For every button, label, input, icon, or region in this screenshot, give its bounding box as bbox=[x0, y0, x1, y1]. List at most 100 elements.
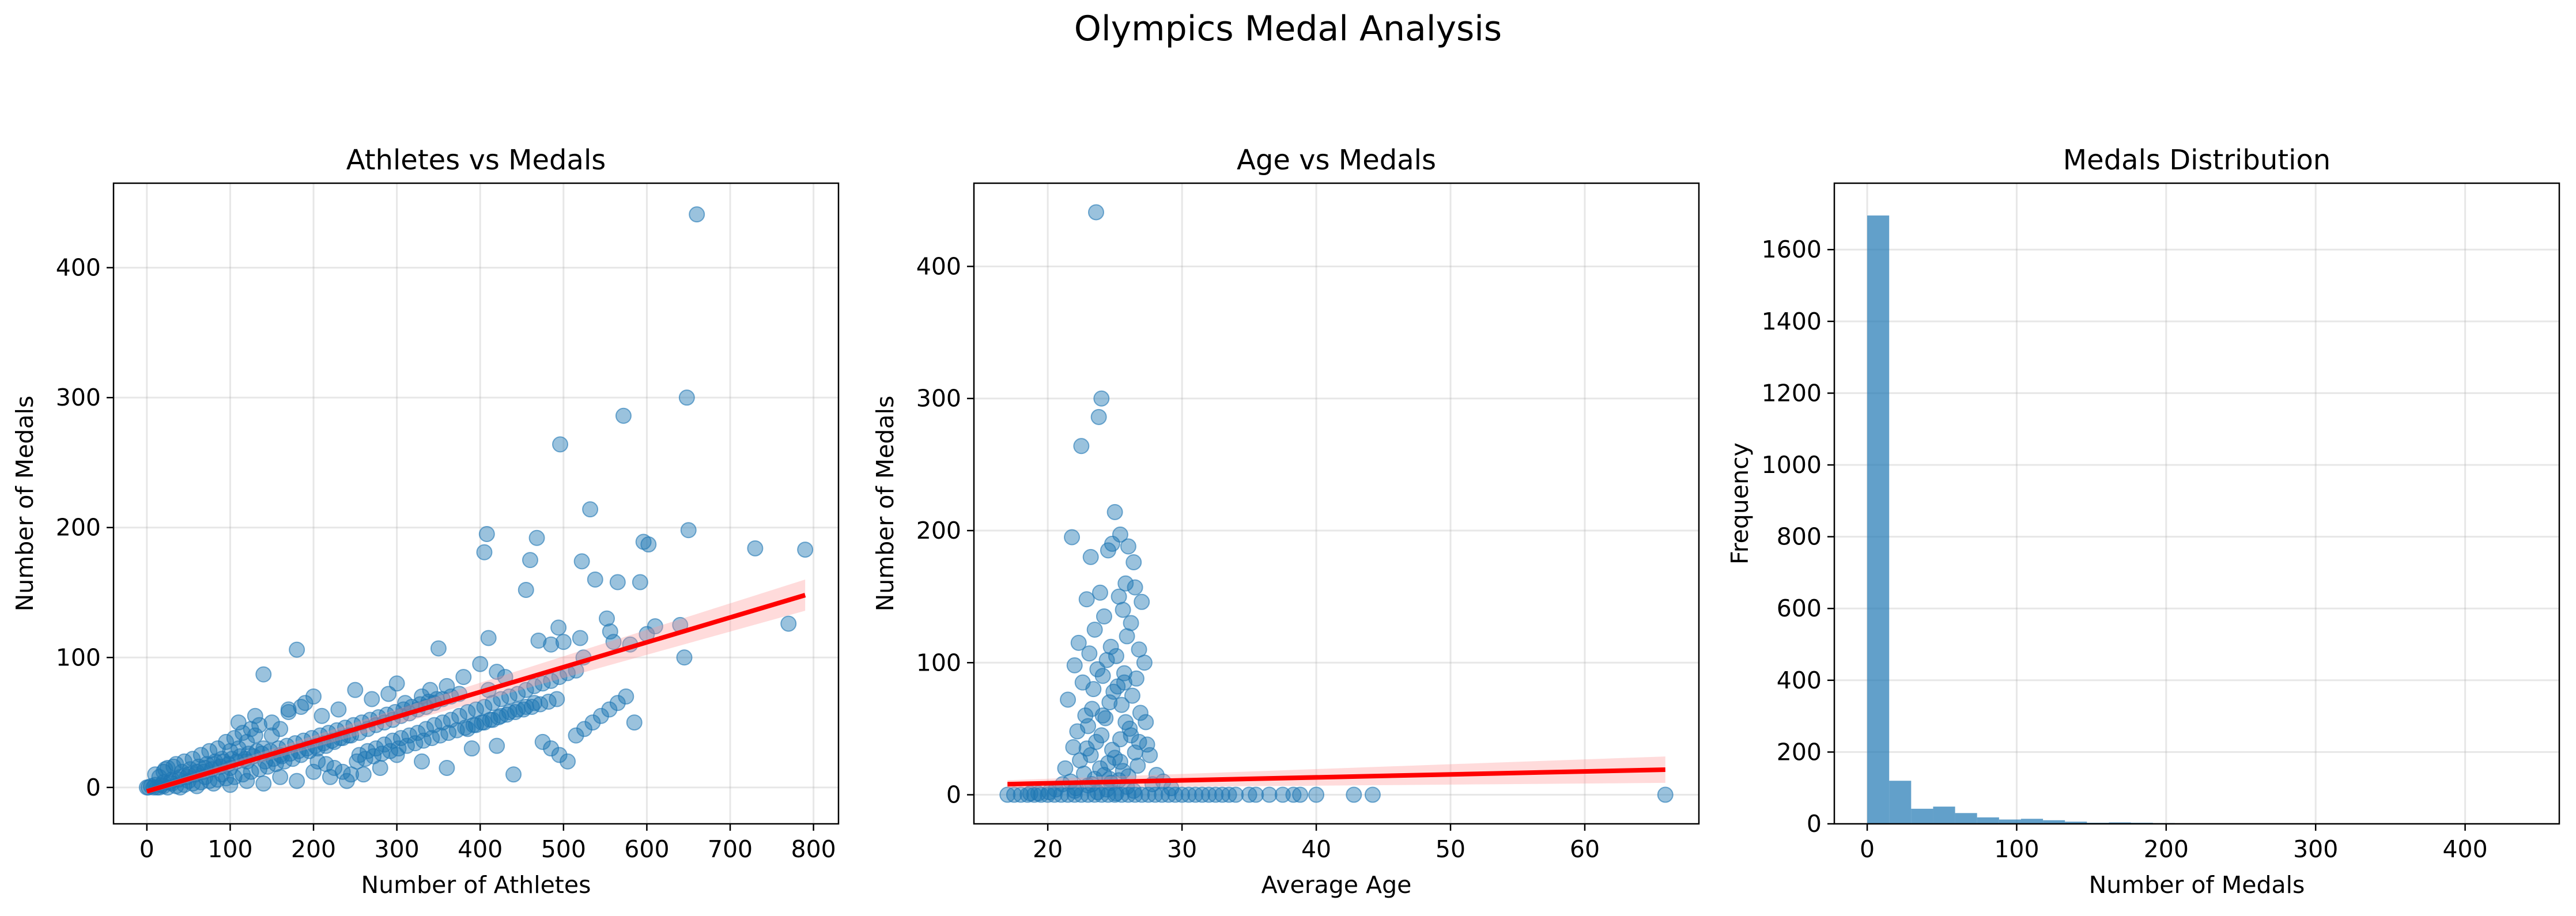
y-tick-label: 400 bbox=[916, 252, 961, 280]
data-point bbox=[1090, 408, 1107, 425]
data-point bbox=[230, 714, 247, 731]
data-point bbox=[1117, 575, 1134, 592]
data-point bbox=[251, 717, 268, 733]
data-point bbox=[1119, 628, 1135, 645]
axes-frame bbox=[112, 182, 840, 825]
histogram-bar bbox=[1977, 817, 1999, 824]
data-point bbox=[602, 623, 618, 640]
data-point bbox=[552, 436, 569, 453]
data-point bbox=[364, 691, 380, 707]
x-tick-label: 500 bbox=[541, 835, 586, 863]
data-point bbox=[289, 773, 305, 789]
data-point bbox=[568, 727, 584, 744]
data-point bbox=[1064, 529, 1081, 546]
data-point bbox=[1134, 593, 1150, 610]
data-point bbox=[609, 695, 626, 711]
data-point bbox=[305, 688, 322, 705]
data-point bbox=[280, 701, 297, 718]
data-point bbox=[676, 649, 693, 666]
x-tick-label: 300 bbox=[374, 835, 419, 863]
data-point bbox=[439, 760, 455, 777]
data-point bbox=[1060, 691, 1077, 708]
histogram-bar bbox=[1933, 807, 1955, 824]
data-point bbox=[1094, 707, 1111, 724]
data-point bbox=[1106, 504, 1123, 520]
data-point bbox=[543, 636, 560, 653]
y-tick-label: 1000 bbox=[1762, 451, 1822, 479]
y-tick-label: 0 bbox=[946, 781, 961, 809]
data-point bbox=[326, 760, 343, 777]
data-point bbox=[1106, 786, 1123, 803]
data-point bbox=[1657, 786, 1674, 803]
data-point bbox=[1227, 786, 1244, 803]
data-point bbox=[455, 669, 472, 686]
data-point bbox=[330, 701, 347, 718]
y-axis-label: Frequency bbox=[1726, 442, 1754, 565]
data-point bbox=[272, 769, 289, 785]
data-point bbox=[222, 777, 239, 793]
histogram-bar bbox=[2065, 822, 2087, 824]
data-point bbox=[599, 610, 615, 627]
data-point bbox=[522, 552, 538, 569]
data-point bbox=[1100, 542, 1116, 559]
data-point bbox=[430, 640, 447, 657]
histogram-bar bbox=[1955, 813, 1977, 824]
y-tick-label: 200 bbox=[916, 517, 961, 544]
data-point bbox=[1200, 786, 1217, 803]
medals-distribution-panel: 0 100 200 300 400 0 200 400 600 800 1000 1200 1400 16… bbox=[1726, 144, 2560, 899]
data-point bbox=[239, 773, 255, 789]
y-tick-label: 1600 bbox=[1762, 236, 1822, 263]
data-point bbox=[640, 536, 657, 553]
data-point bbox=[1100, 755, 1116, 771]
data-point bbox=[218, 733, 235, 750]
data-point bbox=[247, 707, 263, 724]
x-tick-label: 300 bbox=[2293, 835, 2338, 863]
data-point bbox=[305, 763, 322, 780]
data-point bbox=[1138, 714, 1154, 730]
data-point bbox=[347, 682, 364, 698]
data-point bbox=[1261, 786, 1278, 803]
data-point bbox=[1241, 786, 1257, 803]
data-point bbox=[1078, 740, 1095, 757]
data-point bbox=[1096, 608, 1112, 625]
data-point bbox=[797, 542, 814, 558]
data-point bbox=[297, 695, 313, 711]
data-point bbox=[1097, 710, 1114, 726]
data-point bbox=[263, 727, 280, 744]
x-tick-label: 600 bbox=[624, 835, 669, 863]
data-point bbox=[484, 695, 501, 711]
data-point bbox=[1127, 579, 1143, 596]
x-tick-label: 60 bbox=[1570, 835, 1600, 863]
age-vs-medals-panel: 20 30 40 50 60 0 100 200 300 400 Age vs Medals Aver… bbox=[871, 144, 1700, 899]
data-point bbox=[1112, 754, 1128, 770]
x-tick-label: 400 bbox=[2442, 835, 2487, 863]
data-point bbox=[1091, 584, 1108, 601]
data-point bbox=[505, 766, 522, 783]
data-point bbox=[165, 758, 182, 775]
data-point bbox=[1123, 727, 1139, 744]
data-point bbox=[1346, 786, 1362, 803]
data-point bbox=[615, 407, 632, 424]
regression-line bbox=[1007, 767, 1665, 787]
data-point bbox=[1308, 786, 1325, 803]
data-point bbox=[555, 634, 572, 650]
data-point bbox=[1136, 654, 1153, 671]
data-point bbox=[1113, 697, 1130, 713]
data-point bbox=[478, 526, 495, 543]
data-point bbox=[463, 740, 480, 757]
x-axis-label: Average Age bbox=[1261, 871, 1412, 899]
x-tick-label: 40 bbox=[1301, 835, 1331, 863]
data-point bbox=[587, 571, 603, 588]
data-point bbox=[1180, 786, 1197, 803]
data-point bbox=[1069, 723, 1086, 740]
x-tick-label: 100 bbox=[207, 835, 252, 863]
data-point bbox=[550, 619, 567, 636]
data-point bbox=[1093, 786, 1110, 803]
data-point bbox=[592, 707, 609, 724]
data-point bbox=[476, 544, 493, 561]
data-point bbox=[1124, 687, 1140, 704]
histogram-bar bbox=[1867, 215, 1890, 824]
data-point bbox=[1101, 694, 1118, 711]
data-point bbox=[1248, 786, 1264, 803]
data-point bbox=[1132, 705, 1149, 721]
